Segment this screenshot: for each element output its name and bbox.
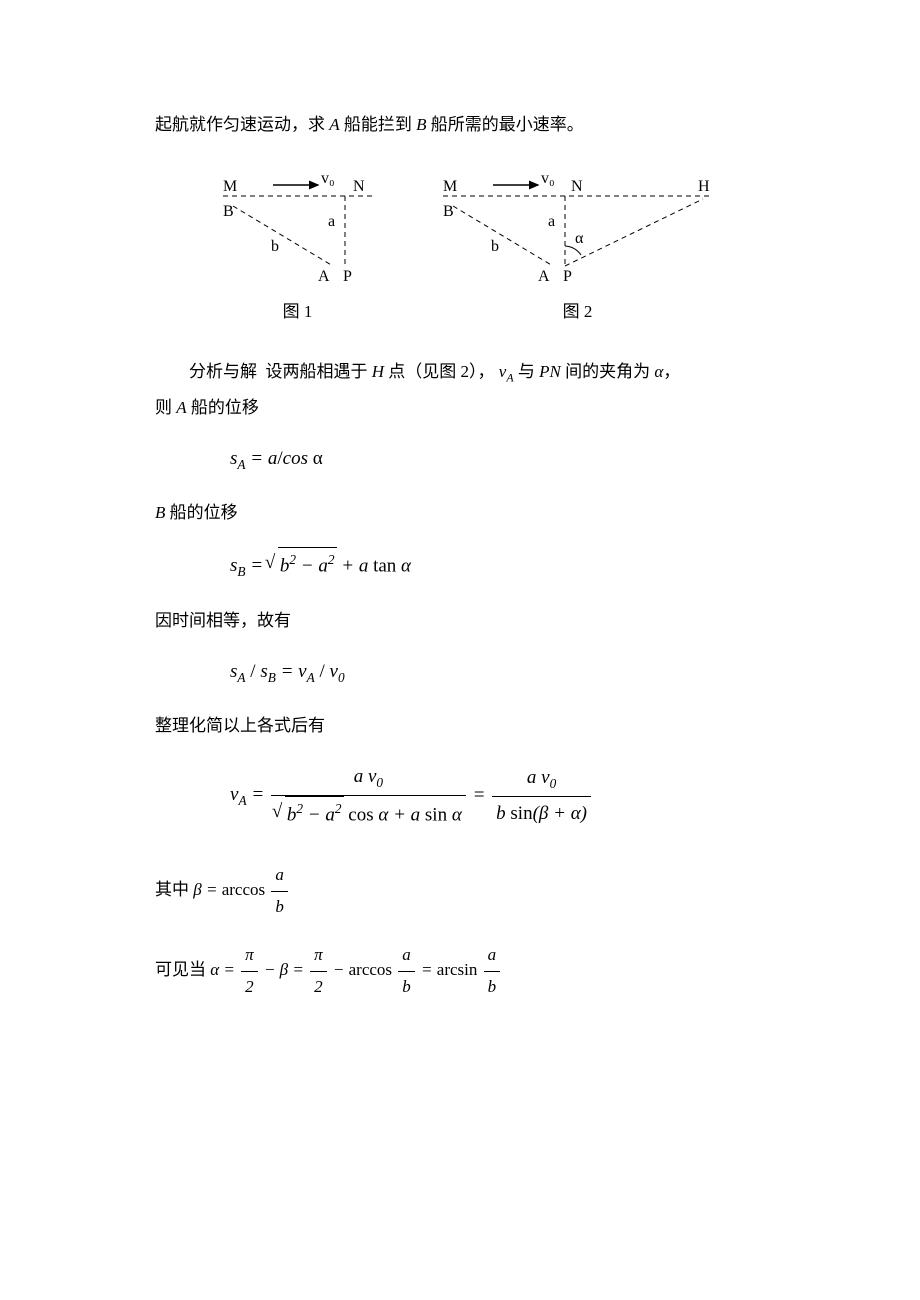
eq-beta: β = arccos ab [193,880,290,899]
text-time: 因时间相等，故有 [155,606,770,637]
eq-sB-tail: + a tan α [337,555,412,576]
beta-line: 其中 β = arccos ab [155,860,770,922]
fig1-N: N [353,178,365,195]
analysis-para-1: 分析与解 设两船相遇于 H 点（见图 2）， vA 与 PN 间的夹角为 α， [155,357,770,389]
eq-ratio-text: sA / sB = vA / v0 [230,661,345,682]
eq-vA-den1: b2 − a2 cos α + a sin α [271,796,466,833]
fig2-b: b [491,238,499,255]
fig2-P: P [563,268,572,285]
fig2-v0: v₀ [541,171,555,187]
sym-B2: B [155,503,165,522]
fig1-b: b [271,238,279,255]
eq-vA-frac1: a v0 b2 − a2 cos α + a sin α [271,760,466,832]
figure-1-svg: M N B b a A P v₀ [193,171,403,291]
analysis-t2: 与 PN 间的夹角为 [514,362,655,381]
analysis-label: 分析与解 [189,362,257,381]
fig2-a: a [548,213,555,230]
fig1-A: A [318,268,330,285]
eq-vA-den2: b sin(β + α) [492,797,591,831]
fig2-A: A [538,268,550,285]
eq-vA-frac2: a v0 b sin(β + α) [492,761,591,831]
analysis-l2: 则 A 船的位移 [155,398,259,417]
fig1-B: B [223,203,234,220]
eq-vA-num2: a v0 [492,761,591,797]
text-sB-tail: 船的位移 [165,503,237,522]
eq-sA: sA = a/cos α [230,442,770,477]
figure-2-svg: M N H B b a α A P v₀ [423,171,733,291]
sym-B: B [416,115,426,134]
eq-vA: vA = a v0 b2 − a2 cos α + a sin α = a v0… [230,760,770,832]
intro-text-mid1: 船能拦到 [340,115,417,134]
intro-text-pre: 起航就作匀速运动，求 [155,115,329,134]
fig1-M: M [223,178,237,195]
fig1-a: a [328,213,335,230]
text-alpha-pre: 可见当 [155,960,210,979]
fig1-caption: 图 1 [193,297,403,328]
fig1-v0: v₀ [321,171,335,187]
text-beta-pre: 其中 [155,880,193,899]
eq-sB: sB = b2 − a2 + a tan α [230,547,770,584]
figure-1: M N B b a A P v₀ 图 1 [193,171,403,328]
analysis-t3: ， [663,362,680,381]
eq-vA-lhs: vA = [230,784,269,805]
fig2-alpha: α [575,230,584,247]
fig2-N: N [571,178,583,195]
intro-text-end: 船所需的最小速率。 [427,115,584,134]
text-sB: B 船的位移 [155,498,770,529]
sym-vA: vA [499,362,514,381]
sym-A: A [329,115,339,134]
fig2-H: H [698,178,710,195]
intro-line: 起航就作匀速运动，求 A 船能拦到 B 船所需的最小速率。 [155,110,770,141]
figure-2: M N H B b a α A P v₀ 图 2 [423,171,733,328]
fig2-caption: 图 2 [423,297,733,328]
text-simplify: 整理化简以上各式后有 [155,711,770,742]
fig2-M: M [443,178,457,195]
eq-vA-num1: a v0 [271,760,466,796]
page-content: 起航就作匀速运动，求 A 船能拦到 B 船所需的最小速率。 M N B b a … [0,0,920,1002]
analysis-t1: 设两船相遇于 H 点（见图 2）， [266,362,499,381]
eq-alpha: α = π2 − β = π2 − arccos ab = arcsin ab [210,960,502,979]
eq-vA-eq: = [468,784,490,805]
eq-sB-sqrt: b2 − a2 [268,547,337,584]
analysis-para-2: 则 A 船的位移 [155,393,770,424]
fig2-B: B [443,203,454,220]
alpha-line: 可见当 α = π2 − β = π2 − arccos ab = arcsin… [155,940,770,1002]
eq-ratio: sA / sB = vA / v0 [230,655,770,690]
figures-row: M N B b a A P v₀ 图 1 [155,171,770,328]
eq-sB-lhs: sB = [230,555,268,576]
eq-sA-text: sA = a/cos α [230,448,323,469]
fig1-P: P [343,268,352,285]
sym-alpha: α [654,362,663,381]
